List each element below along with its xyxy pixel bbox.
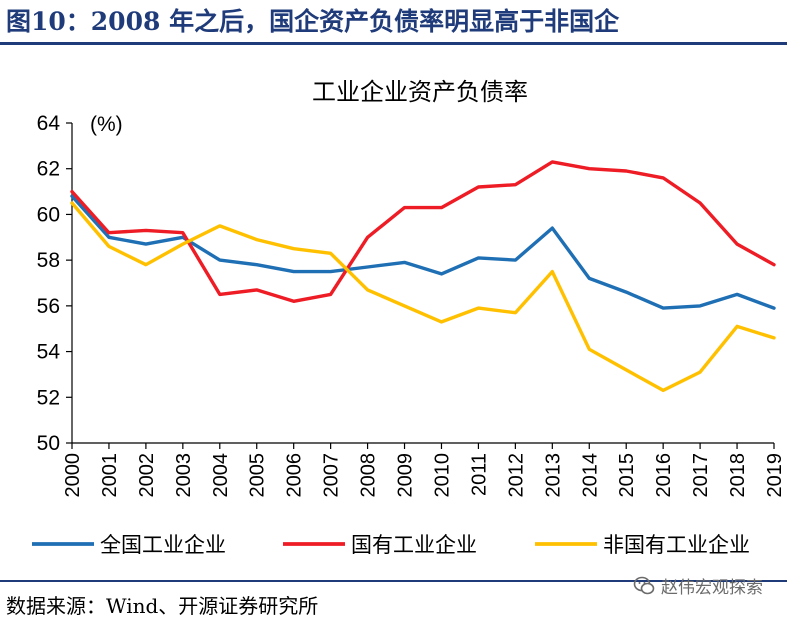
line-chart: 工业企业资产负债率 (%) 50 52 54 56 58 60 62 64 2000 2001 20… <box>32 78 786 557</box>
x-tick-label: 2013 <box>542 453 564 498</box>
axes: 50 52 54 56 58 60 62 64 2000 2001 2002 2003 2004 2005… <box>37 112 786 498</box>
y-tick-label: 62 <box>37 158 60 181</box>
chart-title: 工业企业资产负债率 <box>312 78 528 106</box>
y-tick-label: 54 <box>37 341 61 364</box>
series-line-1 <box>70 194 776 310</box>
legend-label-2: 国有工业企业 <box>351 533 477 557</box>
x-tick-label: 2002 <box>136 453 158 498</box>
y-tick-label: 52 <box>37 386 60 409</box>
x-tick-label: 2018 <box>727 453 749 498</box>
x-tick-label: 2008 <box>358 453 380 498</box>
y-tick-label: 64 <box>37 112 61 135</box>
y-tick-label: 58 <box>37 249 60 272</box>
x-tick-label: 2005 <box>247 453 269 498</box>
wechat-icon <box>633 576 655 594</box>
x-tick-label: 2006 <box>284 453 306 498</box>
y-tick-label: 50 <box>37 432 60 455</box>
legend-label-3: 非国有工业企业 <box>603 533 750 557</box>
series-line-2 <box>70 160 776 303</box>
x-tick-label: 2011 <box>468 453 490 496</box>
x-tick-label: 2007 <box>321 453 343 498</box>
series-line-3 <box>70 201 776 393</box>
series-lines <box>70 160 776 393</box>
x-tick-label: 2009 <box>395 453 417 498</box>
title-divider <box>0 42 787 45</box>
x-tick-label: 2003 <box>173 453 195 498</box>
source-note: 数据来源：Wind、开源证券研究所 <box>6 594 319 618</box>
x-tick-label: 2000 <box>62 453 84 498</box>
x-tick-label: 2012 <box>505 453 527 498</box>
x-tick-label: 2010 <box>431 453 453 498</box>
x-tick-label: 2001 <box>99 453 121 498</box>
x-tick-label: 2014 <box>579 453 601 498</box>
bottom-divider <box>0 580 787 582</box>
y-tick-label: 60 <box>37 203 60 226</box>
x-tick-label: 2004 <box>210 453 232 498</box>
y-unit-label: (%) <box>90 113 123 136</box>
figure-title: 图10：2008 年之后，国企资产负债率明显高于非国企 <box>6 7 620 36</box>
legend: 全国工业企业 国有工业企业 非国有工业企业 <box>32 533 750 557</box>
x-tick-label: 2017 <box>690 453 712 498</box>
x-tick-label: 2016 <box>653 453 675 498</box>
legend-label-1: 全国工业企业 <box>100 533 226 557</box>
watermark: 赵伟宏观探索 <box>633 573 763 598</box>
x-tick-label: 2015 <box>616 453 638 498</box>
watermark-label: 赵伟宏观探索 <box>661 578 763 598</box>
y-tick-label: 56 <box>37 295 60 318</box>
x-tick-label: 2019 <box>764 453 786 498</box>
